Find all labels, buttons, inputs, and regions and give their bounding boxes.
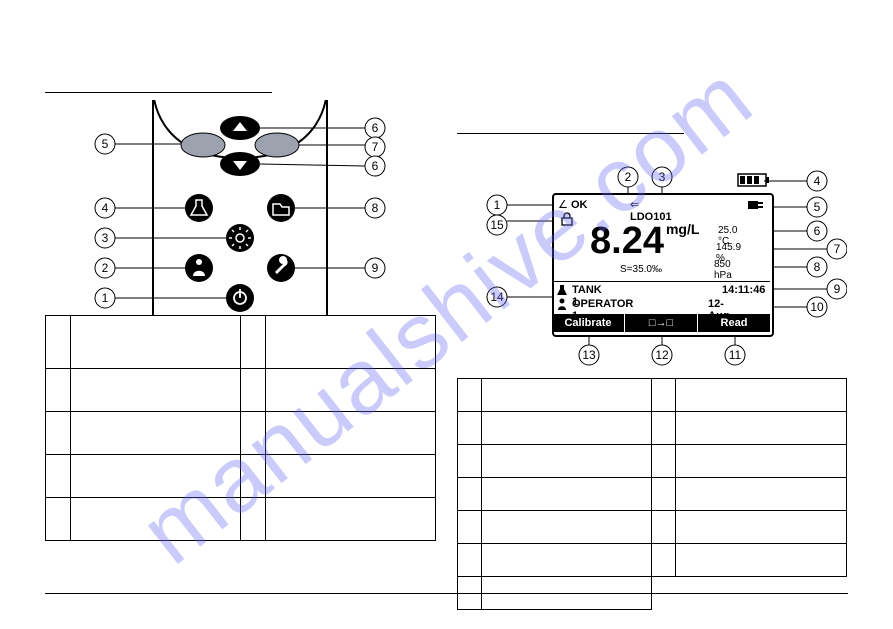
person-icon: [185, 254, 213, 282]
svg-text:8: 8: [814, 260, 821, 274]
flask-small-icon: [556, 284, 568, 296]
display-legend-table: [457, 378, 847, 610]
svg-text:3: 3: [659, 170, 666, 184]
svg-text:6: 6: [372, 121, 379, 135]
svg-text:2: 2: [102, 261, 109, 275]
salinity: S=35.0‰: [620, 264, 662, 275]
softkey-expand[interactable]: □→□: [625, 314, 697, 332]
right-section-underline: [457, 133, 684, 134]
svg-text:12: 12: [655, 348, 669, 362]
svg-text:5: 5: [102, 137, 109, 151]
down-arrow-icon: [220, 152, 260, 176]
svg-text:1: 1: [494, 198, 501, 212]
svg-text:6: 6: [814, 224, 821, 238]
plug-icon: [748, 198, 766, 212]
keypad-legend-table: [45, 315, 436, 541]
angle-icon: ∠: [558, 199, 568, 211]
up-arrow-icon: [220, 116, 260, 140]
softkey-bar: Calibrate □→□ Read: [552, 314, 770, 332]
svg-text:4: 4: [814, 174, 821, 188]
svg-text:14: 14: [490, 290, 504, 304]
probe-arrow-icon: ⇐: [630, 199, 639, 211]
reading-unit: mg/L: [666, 221, 699, 237]
flask-icon: [185, 194, 213, 222]
svg-text:6: 6: [372, 159, 379, 173]
pressure-value: 850 hPa: [714, 259, 732, 281]
svg-text:1: 1: [102, 291, 109, 305]
svg-text:13: 13: [582, 348, 596, 362]
lock-icon: [560, 212, 574, 226]
svg-text:8: 8: [372, 201, 379, 215]
power-icon: [226, 284, 254, 312]
svg-text:2: 2: [625, 170, 632, 184]
folder-icon: [267, 194, 295, 222]
svg-text:9: 9: [834, 282, 841, 296]
cal-ok-label: OK: [571, 199, 588, 211]
svg-text:15: 15: [490, 218, 504, 232]
battery-icon: [737, 172, 771, 188]
keypad-figure: 5 4 3 2 1 6 7 6 8 9: [45, 100, 435, 315]
svg-text:7: 7: [834, 242, 841, 256]
svg-text:5: 5: [814, 200, 821, 214]
wrench-icon: [267, 254, 295, 282]
svg-text:10: 10: [810, 300, 824, 314]
svg-text:4: 4: [102, 201, 109, 215]
svg-text:11: 11: [729, 348, 742, 362]
softkey-calibrate[interactable]: Calibrate: [552, 314, 624, 332]
brightness-icon: [226, 224, 254, 252]
reading-value: 8.24: [590, 220, 664, 262]
left-section-underline: [45, 92, 272, 93]
time-value: 14:11:46: [722, 284, 765, 296]
softkey-read[interactable]: Read: [698, 314, 770, 332]
svg-text:7: 7: [372, 140, 379, 154]
svg-text:9: 9: [372, 261, 379, 275]
page-footer-rule: [45, 593, 848, 594]
svg-text:3: 3: [102, 231, 109, 245]
person-small-icon: [556, 298, 568, 310]
